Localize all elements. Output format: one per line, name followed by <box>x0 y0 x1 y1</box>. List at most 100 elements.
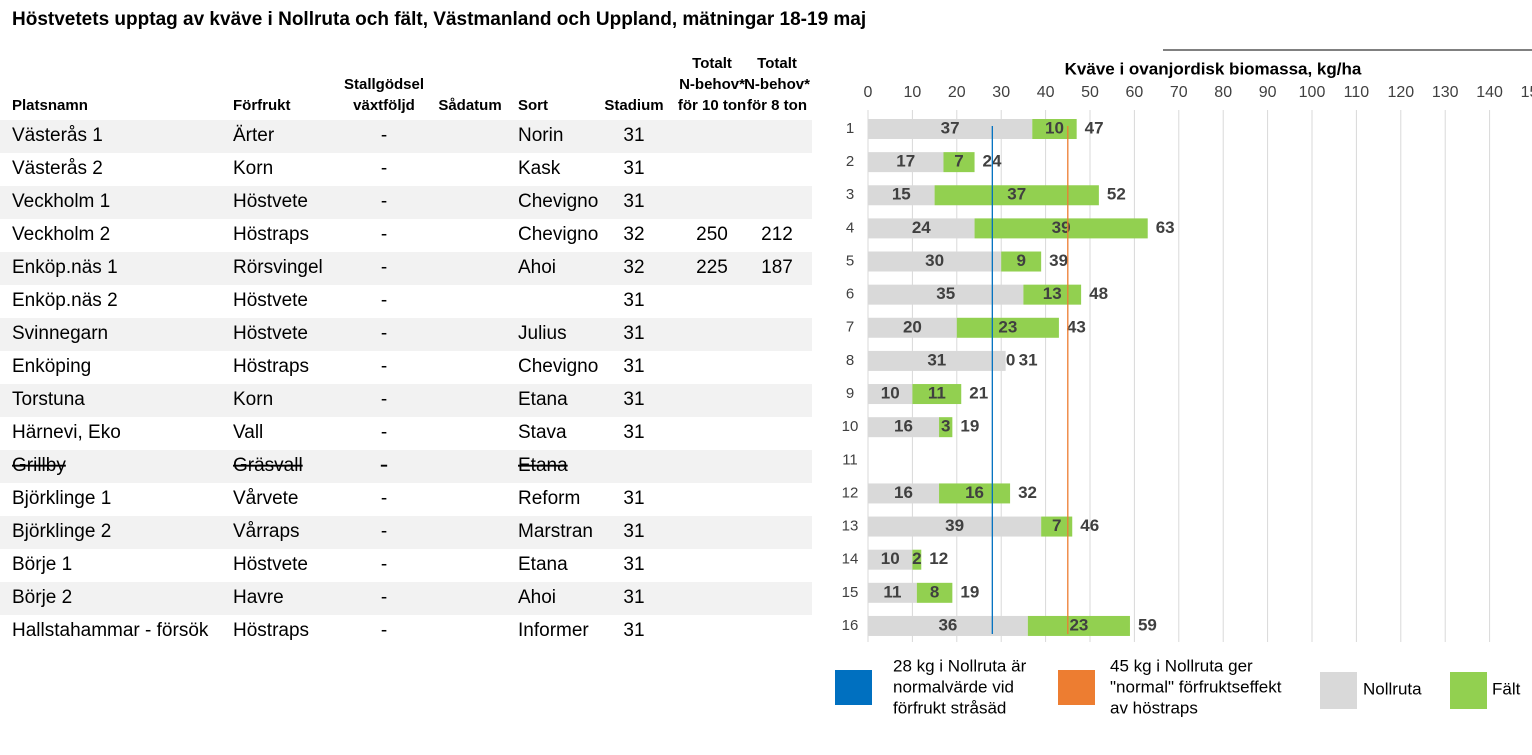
table-cell: Ahoi <box>518 257 556 278</box>
row-band <box>0 450 812 483</box>
table-cell: 31 <box>623 422 644 443</box>
bar-segment <box>868 251 1002 272</box>
x-tick-label: 140 <box>1476 84 1503 101</box>
x-tick-label: 30 <box>992 84 1010 101</box>
bar-segment <box>1032 119 1077 139</box>
table-cell: Enköp.näs 2 <box>12 290 118 311</box>
table-cell: - <box>381 587 387 608</box>
x-tick-label: 130 <box>1432 84 1459 101</box>
y-tick-label: 3 <box>846 186 854 203</box>
table-cell: 31 <box>623 389 644 410</box>
chart-title: Kväve i ovanjordisk biomassa, kg/ha <box>1065 59 1362 78</box>
legend-swatch <box>1058 670 1095 705</box>
y-tick-label: 15 <box>842 584 859 601</box>
total-label: 21 <box>969 384 988 403</box>
bar-segment <box>1001 251 1042 272</box>
x-tick-label: 100 <box>1299 84 1326 101</box>
total-label: 43 <box>1067 317 1086 336</box>
column-header: Platsnamn <box>12 97 88 114</box>
table-cell: - <box>381 125 387 146</box>
row-band <box>0 318 812 351</box>
table-cell: Höstvete <box>233 290 308 311</box>
value-label: 13 <box>1043 284 1062 303</box>
table-cell: 225 <box>696 257 728 278</box>
table-cell: Informer <box>518 620 589 641</box>
table-cell: Gräsvall <box>233 455 303 476</box>
value-label: 37 <box>941 118 960 137</box>
value-label: 15 <box>892 185 911 204</box>
table-cell: Börje 1 <box>12 554 72 575</box>
legend-label: 28 kg i Nollruta är <box>893 656 1027 675</box>
value-label: 16 <box>894 417 913 436</box>
value-label: 31 <box>927 350 946 369</box>
y-tick-label: 16 <box>842 617 859 634</box>
table-cell: - <box>381 488 387 509</box>
y-tick-label: 8 <box>846 352 854 369</box>
table-cell: Ahoi <box>518 587 556 608</box>
table-cell: 31 <box>623 191 644 212</box>
bar-segment <box>1023 284 1082 305</box>
table-cell: Torstuna <box>12 389 85 410</box>
value-label: 3 <box>941 417 950 436</box>
column-header: för 8 ton <box>747 97 807 114</box>
total-label: 19 <box>960 417 979 436</box>
table-cell: Höstraps <box>233 356 309 377</box>
column-header: Sådatum <box>438 97 501 114</box>
total-label: 12 <box>929 549 948 568</box>
table-cell: - <box>381 521 387 542</box>
bar-segment <box>1041 516 1073 537</box>
table-cell: Västerås 1 <box>12 125 103 146</box>
value-label: 23 <box>1069 615 1088 634</box>
table-cell: Höstvete <box>233 323 308 344</box>
table-cell: Etana <box>518 554 568 575</box>
legend-label: Fält <box>1492 679 1521 698</box>
total-label: 52 <box>1107 185 1126 204</box>
x-tick-label: 0 <box>864 84 873 101</box>
table-cell: - <box>381 323 387 344</box>
table-cell: - <box>381 389 387 410</box>
x-tick-label: 40 <box>1037 84 1055 101</box>
bar-segment <box>868 417 940 438</box>
column-header: för 10 ton <box>678 97 746 114</box>
value-label: 11 <box>928 384 946 403</box>
bar-segment <box>1027 615 1130 636</box>
total-label: 63 <box>1156 218 1175 237</box>
column-header: Totalt <box>692 55 732 72</box>
table-cell: Hallstahammar - försök <box>12 620 209 641</box>
y-tick-label: 2 <box>846 153 854 170</box>
bar-segment <box>868 185 935 206</box>
table-cell: Korn <box>233 389 273 410</box>
table-cell: - <box>381 158 387 179</box>
column-header: Förfrukt <box>233 97 291 114</box>
table-cell: Havre <box>233 587 284 608</box>
table-cell: Chevigno <box>518 356 598 377</box>
table-cell: - <box>381 422 387 443</box>
table-cell: 31 <box>623 158 644 179</box>
table-cell: Korn <box>233 158 273 179</box>
table-cell: Julius <box>518 323 567 344</box>
value-label: 30 <box>925 251 944 270</box>
table-cell: Norin <box>518 125 563 146</box>
x-tick-label: 10 <box>904 84 922 101</box>
value-label: 36 <box>938 615 957 634</box>
bar-segment <box>868 350 1006 371</box>
y-tick-label: 13 <box>842 518 859 535</box>
table-cell: 32 <box>623 257 644 278</box>
table-cell: Etana <box>518 389 568 410</box>
value-label: 11 <box>883 582 901 601</box>
bar-segment <box>868 284 1024 305</box>
value-label: 37 <box>1007 185 1026 204</box>
value-label: 10 <box>1045 118 1064 137</box>
bar-segment <box>934 185 1099 206</box>
table-cell: Kask <box>518 158 561 179</box>
bar-segment <box>868 317 957 338</box>
legend-label: "normal" förfruktseffekt <box>1110 677 1282 696</box>
table-cell: Björklinge 1 <box>12 488 111 509</box>
column-header: Sort <box>518 97 548 114</box>
value-label: 0 <box>1006 350 1015 369</box>
value-label: 7 <box>1052 516 1061 535</box>
total-label: 48 <box>1089 284 1108 303</box>
table-cell: 212 <box>761 224 793 245</box>
bar-segment <box>912 384 962 405</box>
